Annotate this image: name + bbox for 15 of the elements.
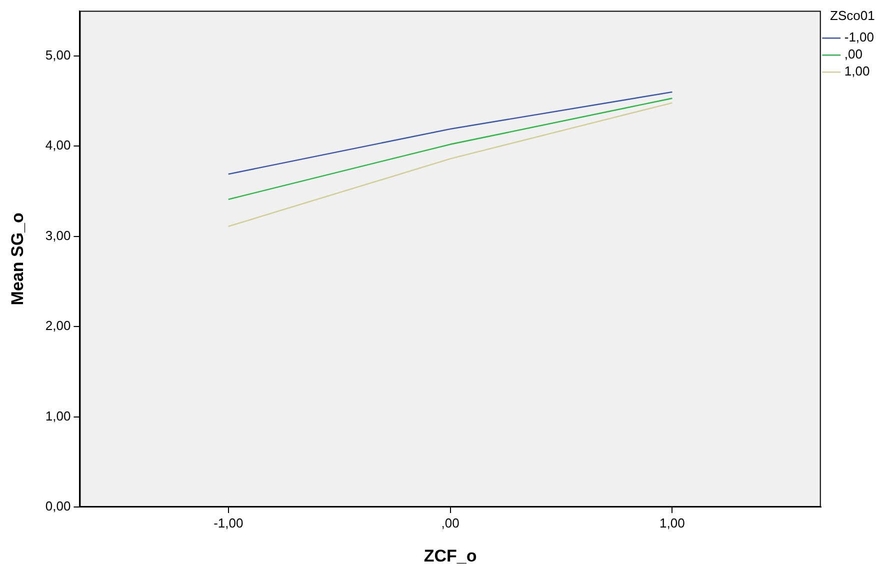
legend-label: -1,00 (844, 30, 874, 45)
y-tick-label: 4,00 (45, 138, 71, 153)
y-tick-label: 1,00 (45, 408, 71, 424)
legend-title: ZSco01 (830, 8, 875, 24)
legend-label: 1,00 (844, 64, 870, 79)
y-tick-label: 5,00 (45, 47, 71, 62)
x-tick-label: -1,00 (214, 515, 244, 530)
y-axis-title: Mean SG_o (8, 212, 27, 306)
x-tick-label: ,00 (441, 515, 460, 530)
x-axis-title: ZCF_o (424, 546, 477, 566)
y-tick-label: 0,00 (45, 498, 71, 514)
x-tick-label: 1,00 (660, 515, 685, 530)
legend-label: ,00 (844, 46, 862, 62)
y-tick-label: 2,00 (45, 318, 71, 334)
y-tick-label: 3,00 (45, 228, 71, 243)
